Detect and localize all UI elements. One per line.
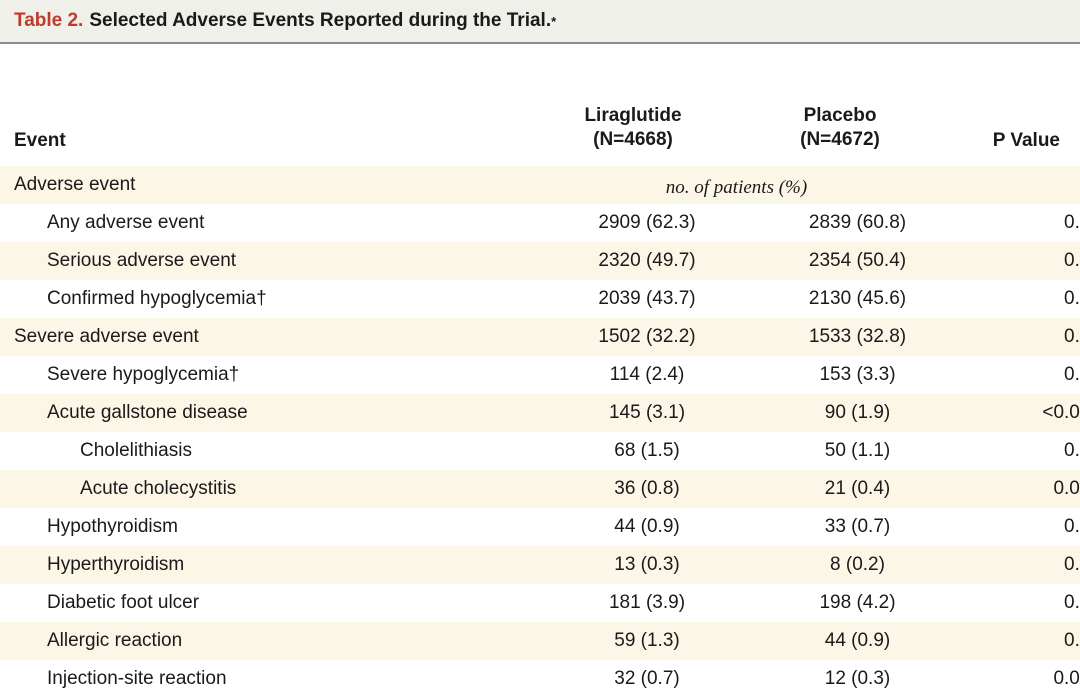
event-cell: Allergic reaction xyxy=(0,622,547,660)
liraglutide-cell: 36 (0.8) xyxy=(547,470,747,508)
p-value-cell: 0.51 xyxy=(961,242,1080,280)
liraglutide-cell: 181 (3.9) xyxy=(608,592,686,613)
header-liraglutide-name: Liraglutide xyxy=(584,105,682,126)
placebo-cell: 2354 (50.4) xyxy=(747,242,961,280)
placebo-cell: 8 (0.2) xyxy=(747,546,961,584)
placebo-cell: 44 (0.9) xyxy=(747,622,961,660)
p-value-cell: 0.14 xyxy=(961,622,1080,660)
p-value-cell: 0.27 xyxy=(961,546,1080,584)
placebo-cell: 2130 (45.6) xyxy=(808,288,907,309)
placebo-cell: 12 (0.3) xyxy=(824,668,891,689)
p-value-cell: 0.51 xyxy=(961,318,1080,356)
header-placebo-n: (N=4672) xyxy=(800,129,880,150)
event-cell: Severe adverse event xyxy=(0,318,547,356)
header-liraglutide-n: (N=4668) xyxy=(593,129,673,150)
p-value-cell: <0.001 xyxy=(961,394,1080,432)
p-value-cell: 0.06 xyxy=(1064,288,1080,309)
p-value-cell: 0.02 xyxy=(1064,364,1080,385)
event-cell: Acute gallstone disease xyxy=(0,394,547,432)
header-event: Event xyxy=(14,130,66,151)
table-title: Table 2. Selected Adverse Events Reporte… xyxy=(0,0,1080,44)
footnote-mark: * xyxy=(551,13,557,29)
table-row: Acute cholecystitis 36 (0.8) 21 (0.4) 0.… xyxy=(0,470,1080,508)
liraglutide-cell: 32 (0.7) xyxy=(614,668,680,689)
event-cell: Injection-site reaction xyxy=(47,668,227,689)
header-placebo: Placebo (N=4672) xyxy=(740,104,940,152)
placebo-cell: 2839 (60.8) xyxy=(808,212,907,233)
table-row: Adverse event xyxy=(0,166,1080,204)
p-value-cell: 0.046 xyxy=(961,470,1080,508)
placebo-cell: 198 (4.2) xyxy=(819,592,896,613)
p-value-cell: 0.09 xyxy=(1064,440,1080,461)
event-cell: Serious adverse event xyxy=(0,242,547,280)
liraglutide-cell: 59 (1.3) xyxy=(547,622,747,660)
event-cell: Adverse event xyxy=(0,166,547,204)
event-cell: Hyperthyroidism xyxy=(0,546,547,584)
liraglutide-cell: 68 (1.5) xyxy=(614,440,680,461)
p-value-cell xyxy=(961,166,1080,204)
adverse-events-table: Adverse event Any adverse event 2909 (62… xyxy=(0,166,1080,698)
liraglutide-cell: 2039 (43.7) xyxy=(598,288,696,309)
table-row: Severe adverse event 1502 (32.2) 1533 (3… xyxy=(0,318,1080,356)
table-row: Any adverse event 2909 (62.3) 2839 (60.8… xyxy=(0,204,1080,242)
p-value-cell: 0.38 xyxy=(1064,592,1080,613)
liraglutide-cell: 1502 (32.2) xyxy=(547,318,747,356)
table-row: Allergic reaction 59 (1.3) 44 (0.9) 0.14 xyxy=(0,622,1080,660)
liraglutide-cell: 2320 (49.7) xyxy=(547,242,747,280)
event-cell: Acute cholecystitis xyxy=(0,470,547,508)
liraglutide-cell xyxy=(547,166,747,204)
table-row: Diabetic foot ulcer 181 (3.9) 198 (4.2) … xyxy=(0,584,1080,622)
header-liraglutide: Liraglutide (N=4668) xyxy=(533,104,733,152)
event-cell: Cholelithiasis xyxy=(80,440,192,461)
p-value-cell: 0.21 xyxy=(1064,516,1080,537)
event-cell: Hypothyroidism xyxy=(47,516,178,537)
table-row: Acute gallstone disease 145 (3.1) 90 (1.… xyxy=(0,394,1080,432)
liraglutide-cell: 114 (2.4) xyxy=(609,364,685,385)
event-cell: Confirmed hypoglycemia† xyxy=(47,288,267,309)
table-row: Confirmed hypoglycemia† 2039 (43.7) 2130… xyxy=(0,280,1080,318)
header-placebo-name: Placebo xyxy=(803,105,877,126)
placebo-cell: 21 (0.4) xyxy=(747,470,961,508)
table-row: Hyperthyroidism 13 (0.3) 8 (0.2) 0.27 xyxy=(0,546,1080,584)
liraglutide-cell: 2909 (62.3) xyxy=(598,212,696,233)
header-p-value: P Value xyxy=(992,130,1060,151)
table-row: Severe hypoglycemia† 114 (2.4) 153 (3.3)… xyxy=(0,356,1080,394)
event-cell: Diabetic foot ulcer xyxy=(47,592,200,613)
p-value-cell: 0.002 xyxy=(1053,668,1080,689)
table-header: Event Liraglutide (N=4668) Placebo (N=46… xyxy=(0,44,1080,198)
liraglutide-cell: 44 (0.9) xyxy=(614,516,680,537)
placebo-cell: 33 (0.7) xyxy=(824,516,891,537)
liraglutide-cell: 145 (3.1) xyxy=(547,394,747,432)
p-value-cell: 0.12 xyxy=(1064,212,1080,233)
table-row: Serious adverse event 2320 (49.7) 2354 (… xyxy=(0,242,1080,280)
placebo-cell: 153 (3.3) xyxy=(819,364,896,385)
table-number: Table 2. xyxy=(14,10,84,31)
placebo-cell xyxy=(747,166,961,204)
placebo-cell: 50 (1.1) xyxy=(824,440,891,461)
event-cell: Any adverse event xyxy=(47,212,205,233)
table-caption: Selected Adverse Events Reported during … xyxy=(89,10,552,31)
table-row: Cholelithiasis 68 (1.5) 50 (1.1) 0.09 xyxy=(0,432,1080,470)
liraglutide-cell: 13 (0.3) xyxy=(547,546,747,584)
units-label: no. of patients (%) xyxy=(665,177,808,198)
table-row: Injection-site reaction 32 (0.7) 12 (0.3… xyxy=(0,660,1080,698)
placebo-cell: 1533 (32.8) xyxy=(747,318,961,356)
event-cell: Severe hypoglycemia† xyxy=(47,364,240,385)
table-row: Hypothyroidism 44 (0.9) 33 (0.7) 0.21 xyxy=(0,508,1080,546)
placebo-cell: 90 (1.9) xyxy=(747,394,961,432)
